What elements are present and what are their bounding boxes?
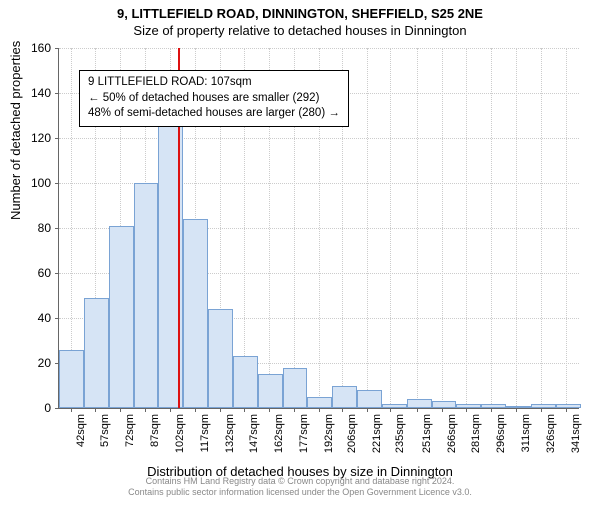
ytick-label: 140 (15, 86, 51, 100)
ytick-label: 20 (15, 356, 51, 370)
gridline-v (417, 48, 418, 408)
histogram-bar (407, 399, 432, 408)
ytick-mark (55, 138, 59, 139)
ytick-mark (55, 228, 59, 229)
histogram-bar (109, 226, 134, 408)
ytick-label: 120 (15, 131, 51, 145)
xtick-mark (390, 408, 391, 412)
ytick-mark (55, 318, 59, 319)
histogram-bar (134, 183, 159, 408)
xtick-mark (491, 408, 492, 412)
xtick-mark (244, 408, 245, 412)
xtick-mark (71, 408, 72, 412)
annotation-line: 9 LITTLEFIELD ROAD: 107sqm (88, 75, 340, 91)
histogram-bar (84, 298, 109, 408)
histogram-bar (258, 374, 283, 408)
histogram-bar (556, 404, 581, 409)
histogram-bar (531, 404, 556, 409)
ytick-label: 0 (15, 401, 51, 415)
xtick-label: 177sqm (298, 414, 310, 453)
xtick-label: 326sqm (545, 414, 557, 453)
histogram-bar (432, 401, 457, 408)
xtick-label: 341sqm (570, 414, 582, 453)
xtick-mark (120, 408, 121, 412)
xtick-label: 162sqm (273, 414, 285, 453)
xtick-label: 192sqm (323, 414, 335, 453)
xtick-label: 221sqm (371, 414, 383, 453)
annotation-line: ← 50% of detached houses are smaller (29… (88, 91, 340, 107)
xtick-mark (417, 408, 418, 412)
ytick-mark (55, 183, 59, 184)
xtick-mark (516, 408, 517, 412)
histogram-bar (357, 390, 382, 408)
xtick-mark (566, 408, 567, 412)
xtick-mark (269, 408, 270, 412)
xtick-label: 72sqm (124, 414, 136, 447)
histogram-bar (456, 404, 481, 409)
xtick-label: 311sqm (520, 414, 532, 452)
xtick-label: 281sqm (470, 414, 482, 453)
histogram-bar (283, 368, 308, 409)
xtick-mark (319, 408, 320, 412)
page-subtitle: Size of property relative to detached ho… (0, 23, 600, 38)
annotation-box: 9 LITTLEFIELD ROAD: 107sqm ← 50% of deta… (79, 70, 349, 127)
xtick-label: 42sqm (75, 414, 87, 447)
footer-attribution: Contains HM Land Registry data © Crown c… (0, 476, 600, 499)
xtick-mark (294, 408, 295, 412)
histogram-bar (481, 404, 506, 409)
histogram-bar (307, 397, 332, 408)
histogram-bar (208, 309, 233, 408)
xtick-mark (541, 408, 542, 412)
histogram-bar (506, 406, 531, 408)
annotation-line: 48% of semi-detached houses are larger (… (88, 106, 340, 122)
ytick-mark (55, 408, 59, 409)
ytick-mark (55, 48, 59, 49)
xtick-mark (170, 408, 171, 412)
plot-area: 9 LITTLEFIELD ROAD: 107sqm ← 50% of deta… (58, 48, 579, 409)
xtick-mark (442, 408, 443, 412)
xtick-mark (145, 408, 146, 412)
xtick-mark (466, 408, 467, 412)
gridline-v (491, 48, 492, 408)
xtick-label: 296sqm (495, 414, 507, 453)
ytick-label: 80 (15, 221, 51, 235)
histogram-bar (59, 350, 84, 409)
page-title: 9, LITTLEFIELD ROAD, DINNINGTON, SHEFFIE… (0, 6, 600, 21)
histogram-bar (233, 356, 258, 408)
ytick-label: 40 (15, 311, 51, 325)
footer-line: Contains HM Land Registry data © Crown c… (0, 476, 600, 487)
xtick-label: 132sqm (224, 414, 236, 453)
gridline-v (367, 48, 368, 408)
xtick-mark (342, 408, 343, 412)
xtick-label: 251sqm (421, 414, 433, 453)
histogram-bar (382, 404, 407, 409)
xtick-label: 102sqm (174, 414, 186, 453)
gridline-v (541, 48, 542, 408)
ytick-mark (55, 93, 59, 94)
xtick-label: 266sqm (446, 414, 458, 453)
histogram-chart: 9 LITTLEFIELD ROAD: 107sqm ← 50% of deta… (58, 48, 578, 408)
ytick-label: 100 (15, 176, 51, 190)
gridline-v (516, 48, 517, 408)
xtick-mark (195, 408, 196, 412)
footer-line: Contains public sector information licen… (0, 487, 600, 498)
xtick-label: 206sqm (346, 414, 358, 453)
gridline-v (442, 48, 443, 408)
xtick-mark (367, 408, 368, 412)
histogram-bar (332, 386, 357, 409)
gridline-v (566, 48, 567, 408)
xtick-label: 57sqm (99, 414, 111, 447)
ytick-mark (55, 273, 59, 274)
gridline-v (390, 48, 391, 408)
ytick-label: 60 (15, 266, 51, 280)
gridline-v (466, 48, 467, 408)
xtick-label: 235sqm (394, 414, 406, 453)
xtick-label: 117sqm (199, 414, 211, 452)
ytick-label: 160 (15, 41, 51, 55)
xtick-label: 147sqm (248, 414, 260, 453)
xtick-mark (220, 408, 221, 412)
xtick-label: 87sqm (149, 414, 161, 447)
histogram-bar (183, 219, 208, 408)
xtick-mark (95, 408, 96, 412)
